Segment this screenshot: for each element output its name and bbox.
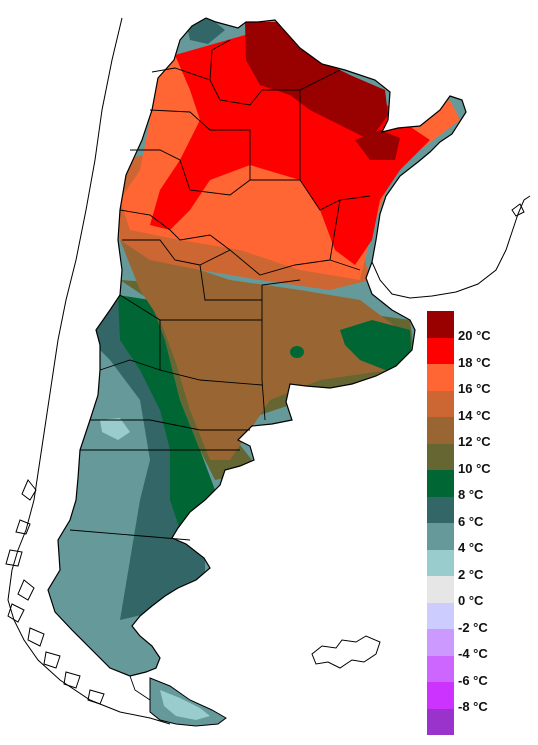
legend-label: 8 °C (458, 487, 484, 502)
legend-swatch (427, 629, 454, 656)
legend-swatch (427, 470, 454, 497)
legend-swatch (427, 602, 454, 629)
legend-label: -4 °C (458, 646, 488, 661)
legend-label: 0 °C (458, 593, 484, 608)
legend-label: -2 °C (458, 619, 488, 635)
legend-swatch (427, 443, 454, 470)
legend-swatch (427, 682, 454, 709)
tierra-del-fuego (149, 677, 227, 727)
legend-swatch (427, 708, 454, 735)
legend-label: 14 °C (458, 407, 491, 423)
legend-label: 20 °C (458, 328, 491, 343)
legend-swatch (427, 390, 454, 417)
legend-label: 16 °C (458, 381, 491, 396)
legend-label: 4 °C (458, 540, 484, 555)
legend-swatch (427, 417, 454, 444)
legend-swatch (427, 364, 454, 391)
legend-label: -8 °C (458, 699, 488, 714)
malvinas-islands (311, 635, 381, 669)
legend-swatch (427, 576, 454, 603)
legend-swatch (427, 549, 454, 576)
chile-coastline (5, 17, 171, 725)
legend-label: 12 °C (458, 434, 491, 449)
legend-swatch (427, 311, 454, 338)
legend-label: 6 °C (458, 513, 484, 529)
legend-label: -6 °C (458, 672, 488, 688)
legend-swatch (427, 496, 454, 523)
legend-label: 10 °C (458, 460, 491, 476)
legend-label: 2 °C (458, 566, 484, 582)
argentina-outline (47, 17, 467, 677)
legend-swatch (427, 523, 454, 550)
legend-swatch (427, 337, 454, 364)
legend-label: 18 °C (458, 354, 491, 370)
legend-swatch (427, 655, 454, 682)
province-borders (69, 39, 371, 701)
uruguay-coastline (371, 195, 531, 299)
